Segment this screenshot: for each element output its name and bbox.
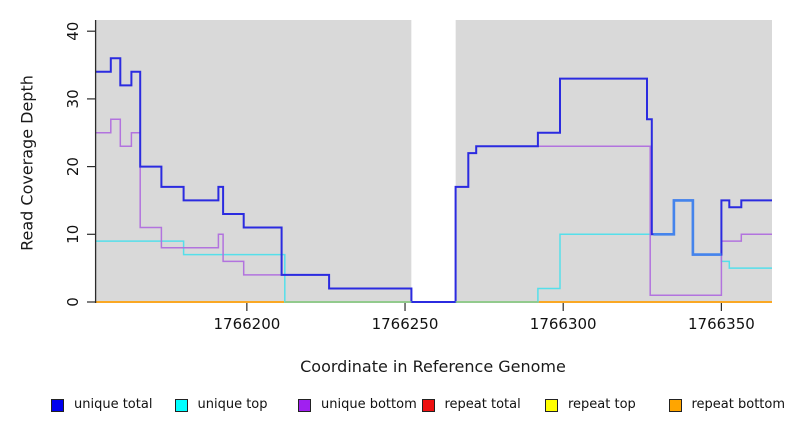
legend-item-repeat-bottom: repeat bottom	[668, 397, 792, 413]
y-tick-label: 0	[64, 297, 82, 307]
y-axis-title: Read Coverage Depth	[17, 75, 37, 251]
y-tick-label: 20	[64, 157, 82, 176]
legend-swatch-unique-total	[51, 398, 64, 412]
x-tick-label: 1766250	[372, 315, 439, 333]
legend-label-repeat-bottom: repeat bottom	[691, 397, 786, 412]
legend-item-repeat-top: repeat top	[545, 397, 669, 413]
y-tick-label: 40	[64, 22, 82, 41]
legend-swatch-unique-bottom	[298, 398, 311, 412]
x-tick-label: 1766350	[688, 315, 755, 333]
legend: unique total unique top unique bottom repea…	[51, 397, 786, 415]
x-axis-title: Coordinate in Reference Genome	[300, 357, 566, 376]
legend-swatch-repeat-bottom	[668, 398, 682, 412]
masked-region	[411, 20, 456, 303]
x-tick-label: 1766300	[530, 315, 597, 333]
x-tick-label: 1766200	[213, 315, 280, 333]
legend-item-repeat-total: repeat total	[421, 397, 546, 413]
legend-swatch-repeat-top	[545, 398, 558, 412]
legend-item-unique-top: unique top	[174, 397, 299, 413]
series-line-unique-top	[95, 199, 772, 303]
legend-label-repeat-top: repeat top	[568, 397, 636, 412]
legend-label-unique-total: unique total	[74, 397, 153, 412]
y-tick-label: 30	[64, 89, 82, 108]
legend-label-unique-bottom: unique bottom	[321, 397, 417, 412]
legend-label-unique-top: unique top	[197, 397, 268, 412]
legend-item-unique-total: unique total	[51, 397, 175, 413]
legend-swatch-repeat-total	[421, 398, 435, 412]
y-tick-label: 10	[64, 225, 82, 244]
legend-swatch-unique-top	[174, 398, 188, 412]
overlap-segment-blue-over-cyan	[653, 199, 722, 256]
legend-item-unique-bottom: unique bottom	[298, 397, 422, 413]
legend-label-repeat-total: repeat total	[444, 397, 521, 412]
